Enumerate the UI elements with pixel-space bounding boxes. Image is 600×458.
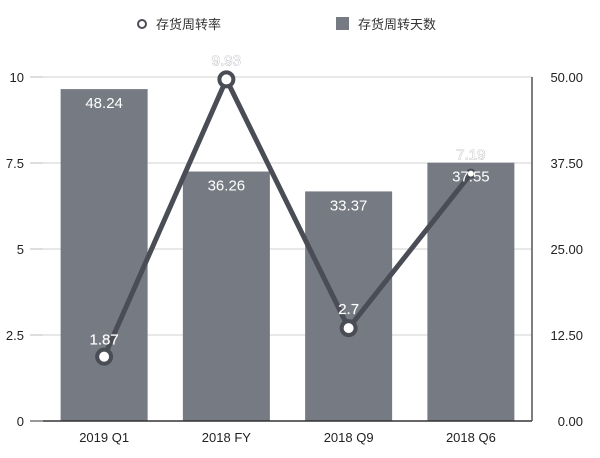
bar-series	[60, 89, 515, 422]
ring-marker-icon	[137, 18, 147, 29]
data-point-marker	[217, 70, 236, 89]
legend-label: 存货周转天数	[358, 18, 437, 33]
point-value-label: 7.19	[456, 147, 485, 164]
line-series	[95, 70, 476, 366]
bar	[182, 171, 270, 421]
square-marker-icon	[336, 17, 349, 30]
bar-value-label: 48.24	[85, 95, 123, 112]
bar	[60, 89, 148, 422]
axes: 0 2.5 5 7.5 10 0.00 12.50 25.00 37.50 50.00 2019 Q…	[6, 70, 583, 445]
x-axis-tick-label: 2018 Q9	[324, 430, 374, 445]
point-value-label: 1.87	[90, 332, 119, 349]
left-axis-tick-label: 0	[17, 414, 24, 429]
bar-value-label: 37.55	[452, 169, 490, 186]
point-value-label: 9.93	[212, 52, 241, 69]
bar	[427, 162, 515, 421]
turnover-rate-line	[101, 76, 473, 358]
bar	[305, 191, 393, 421]
left-axis-tick-label: 5	[17, 242, 24, 257]
data-point-marker	[95, 347, 114, 366]
bar-value-label: 36.26	[208, 178, 246, 195]
legend-item-turnover-days[interactable]: 存货周转天数	[336, 14, 436, 33]
right-axis-tick-label: 12.50	[550, 328, 583, 343]
x-axis-tick-label: 2019 Q1	[79, 430, 129, 445]
right-axis-tick-label: 50.00	[550, 70, 583, 85]
left-axis-tick-label: 10	[10, 70, 24, 85]
left-axis-tick-label: 7.5	[6, 156, 24, 171]
left-axis-tick-label: 2.5	[6, 328, 24, 343]
x-axis-tick-label: 2018 Q6	[446, 430, 496, 445]
right-axis-tick-label: 25.00	[550, 242, 583, 257]
data-labels: 48.24 36.26 33.37 37.55 1.87 9.93 2.7 7.19	[85, 52, 490, 349]
legend-label: 存货周转率	[156, 18, 222, 33]
x-axis-tick-label: 2018 FY	[202, 430, 251, 445]
right-axis-tick-label: 37.50	[550, 156, 583, 171]
right-axis-tick-label: 0.00	[558, 414, 583, 429]
legend-item-turnover-rate[interactable]: 存货周转率	[137, 14, 221, 33]
point-value-label: 2.7	[338, 301, 359, 318]
bar-value-label: 33.37	[330, 197, 368, 214]
chart-legend: 存货周转率 存货周转天数	[0, 14, 600, 34]
data-point-marker	[339, 319, 358, 338]
data-point-marker	[465, 168, 476, 179]
